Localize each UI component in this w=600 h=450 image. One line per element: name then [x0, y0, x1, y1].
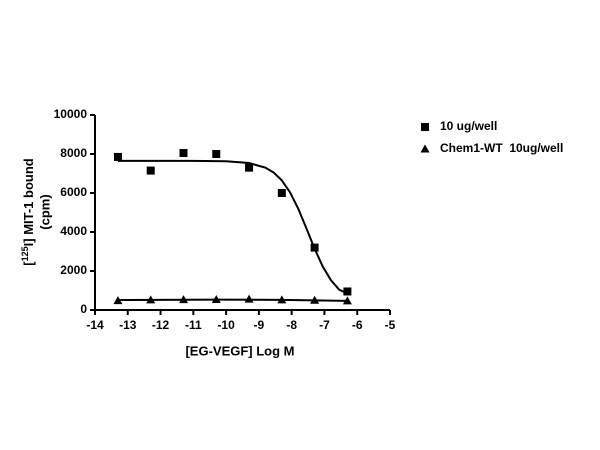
fit-curve [117, 159, 348, 295]
data-point [179, 149, 188, 158]
legend-label: 10 ug/well [440, 119, 497, 133]
y-tick-label: 4000 [60, 224, 87, 238]
data-point [310, 295, 320, 304]
y-tick-label: 8000 [60, 146, 87, 160]
legend-marker [420, 144, 430, 153]
y-label-prefix: [ [21, 261, 36, 266]
data-point [343, 287, 352, 296]
y-axis-label: [125I] MIT-1 bound (cpm) [20, 158, 52, 266]
data-point [310, 243, 319, 252]
x-axis-label: [EG-VEGF] Log M [185, 343, 294, 358]
y-tick-label: 0 [80, 302, 87, 316]
y-tick-label: 10000 [54, 107, 88, 121]
data-point [146, 166, 155, 175]
data-point [211, 294, 221, 303]
data-point [113, 296, 123, 305]
y-axis-label-line2: (cpm) [37, 194, 52, 229]
x-tick-label: -8 [286, 318, 297, 332]
data-point [146, 295, 156, 304]
x-tick-label: -9 [254, 318, 265, 332]
y-tick-label: 2000 [60, 263, 87, 277]
data-point [342, 296, 352, 305]
x-tick-label: -13 [119, 318, 137, 332]
legend-label: Chem1-WT 10ug/well [440, 141, 563, 155]
data-point [277, 295, 287, 304]
y-label-sup: 125 [20, 246, 30, 261]
data-point [277, 189, 286, 197]
x-tick-label: -6 [352, 318, 363, 332]
x-tick-label: -5 [385, 318, 396, 332]
data-point [245, 163, 254, 172]
x-tick-label: -11 [185, 318, 202, 332]
data-point [244, 294, 254, 303]
x-tick-label: -14 [86, 318, 104, 332]
data-point [179, 295, 188, 304]
y-tick-label: 6000 [60, 185, 87, 199]
x-tick-label: -12 [152, 318, 170, 332]
x-tick-label: -10 [217, 318, 235, 332]
data-point [212, 150, 221, 158]
legend-marker [421, 123, 429, 131]
y-axis-label-line1: [125I] MIT-1 bound [20, 158, 36, 266]
y-label-rest: I] MIT-1 bound [21, 158, 36, 246]
data-point [113, 152, 122, 161]
x-tick-label: -7 [319, 318, 330, 332]
